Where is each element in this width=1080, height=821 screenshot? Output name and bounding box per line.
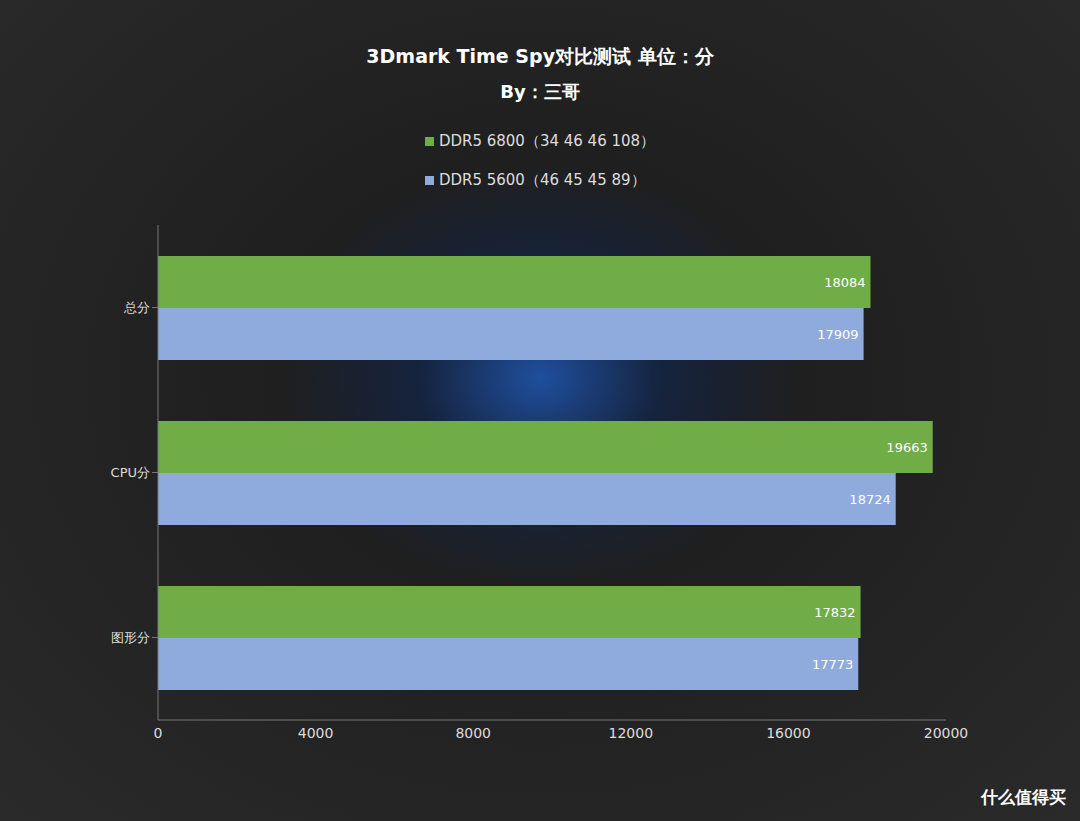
svg-text:8000: 8000	[455, 725, 491, 741]
svg-text:19663: 19663	[886, 440, 927, 455]
svg-text:4000: 4000	[298, 725, 334, 741]
svg-text:18084: 18084	[824, 275, 865, 290]
svg-text:18724: 18724	[849, 492, 890, 507]
html-text:什么值得买: 什么值得买	[981, 787, 1066, 807]
svg-text:12000: 12000	[609, 725, 654, 741]
svg-text:0: 0	[154, 725, 163, 741]
html-text:3Dmark Time Spy对比测试 单位：分: 3Dmark Time Spy对比测试 单位：分	[366, 45, 714, 67]
svg-text:16000: 16000	[766, 725, 811, 741]
svg-text:总分: 总分	[123, 300, 150, 315]
html-text:DDR5 5600（46 45 45 89）: DDR5 5600（46 45 45 89）	[438, 171, 646, 189]
html-text:By：三哥: By：三哥	[500, 81, 580, 102]
svg-text:CPU分: CPU分	[111, 465, 150, 480]
svg-text:17909: 17909	[817, 327, 858, 342]
svg-text:图形分: 图形分	[111, 630, 150, 645]
html-text:DDR5 6800（34 46 46 108）: DDR5 6800（34 46 46 108）	[438, 132, 656, 150]
svg-text:17832: 17832	[814, 605, 855, 620]
svg-text:20000: 20000	[924, 725, 969, 741]
svg-text:17773: 17773	[812, 657, 853, 672]
